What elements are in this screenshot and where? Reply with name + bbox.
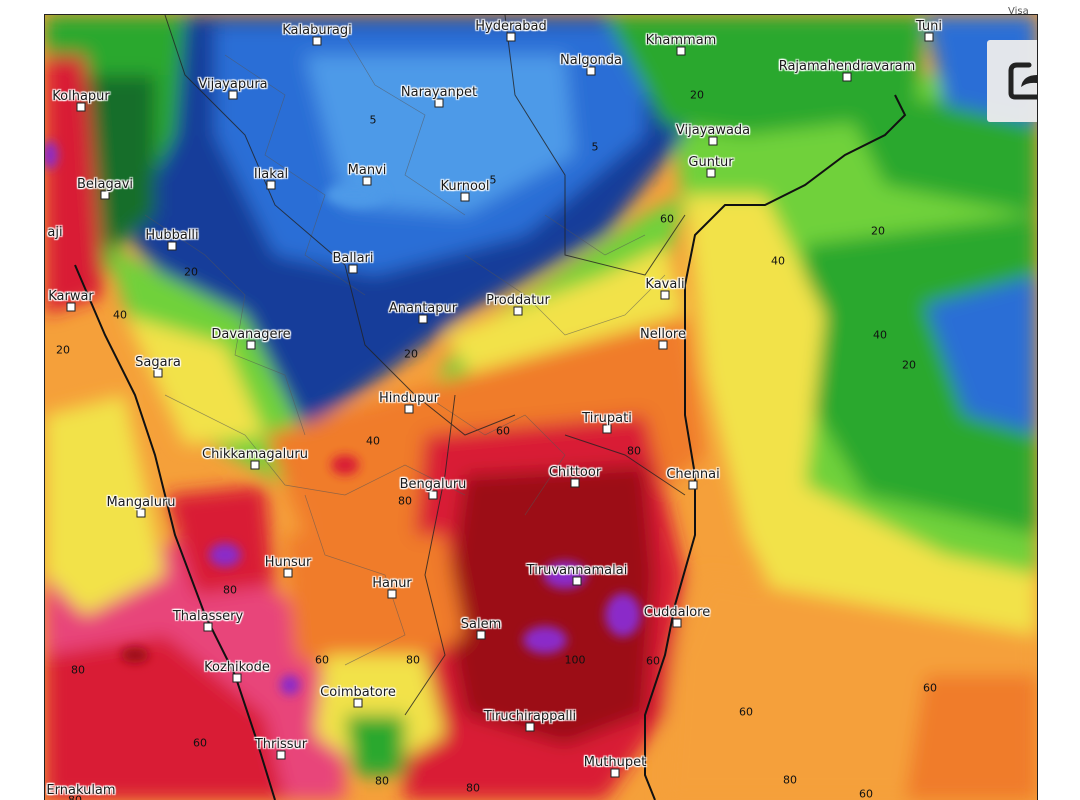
- city-label: Kavali: [645, 277, 684, 292]
- contour-value-label: 60: [646, 655, 660, 668]
- contour-value-label: 80: [627, 445, 641, 458]
- city-label: Belagavi: [77, 177, 133, 192]
- city-label: Kozhikode: [204, 660, 270, 675]
- city-label: Ilakal: [254, 167, 288, 182]
- contour-value-label: 80: [223, 584, 237, 597]
- city-label: Sagara: [135, 355, 181, 370]
- contour-value-label: 60: [496, 425, 510, 438]
- city-label: Rajamahendravaram: [779, 59, 916, 74]
- contour-value-label: 60: [193, 737, 207, 750]
- precipitation-heatmap: [45, 15, 1037, 800]
- city-label: Kalaburagi: [282, 23, 352, 38]
- city-label: Tirupati: [582, 411, 632, 426]
- city-label: Tiruvannamalai: [527, 563, 628, 578]
- contour-value-label: 20: [690, 89, 704, 102]
- contour-value-label: 40: [873, 329, 887, 342]
- city-label: Hubballi: [145, 228, 198, 243]
- contour-value-label: 40: [366, 435, 380, 448]
- contour-value-label: 40: [113, 309, 127, 322]
- city-label: Chennai: [666, 467, 719, 482]
- city-label: Muthupet: [584, 755, 646, 770]
- city-label: Tiruchirappalli: [484, 709, 576, 724]
- city-label: Hunsur: [265, 555, 312, 570]
- contour-value-label: 60: [859, 788, 873, 800]
- contour-value-label: 60: [660, 213, 674, 226]
- corner-partial-label: Visa: [1008, 6, 1029, 17]
- contour-value-label: 80: [398, 495, 412, 508]
- city-label: Thrissur: [255, 737, 307, 752]
- city-label: Hindupur: [379, 391, 439, 406]
- weather-map[interactable]: Hyderabad Kalaburagi Khammam Tuni Nalgonda Ra…: [44, 14, 1038, 800]
- contour-value-label: 80: [71, 664, 85, 677]
- contour-value-label: 100: [565, 654, 586, 667]
- city-label: Thalassery: [173, 609, 243, 624]
- contour-value-label: 60: [923, 682, 937, 695]
- city-label: Davanagere: [211, 327, 290, 342]
- partial-city-label: aji: [47, 225, 62, 240]
- contour-value-label: 80: [406, 654, 420, 667]
- city-label: Guntur: [688, 155, 733, 170]
- city-label: Chittoor: [549, 465, 601, 480]
- contour-value-label: 60: [315, 654, 329, 667]
- city-label: Tuni: [916, 19, 942, 34]
- contour-value-label: 5: [592, 141, 599, 154]
- city-label: Salem: [461, 617, 502, 632]
- city-label: Kurnool: [441, 179, 490, 194]
- city-label: Ballari: [332, 251, 373, 266]
- city-label: Nalgonda: [560, 53, 622, 68]
- city-label: Bengaluru: [400, 477, 467, 492]
- city-label: Hanur: [372, 576, 412, 591]
- city-label: Karwar: [48, 289, 94, 304]
- contour-value-label: 80: [783, 774, 797, 787]
- city-label: Narayanpet: [401, 85, 477, 100]
- contour-value-label: 80: [375, 775, 389, 788]
- city-label: Anantapur: [389, 301, 457, 316]
- city-label: Khammam: [646, 33, 717, 48]
- partial-city-label: Ernakulam: [46, 783, 115, 798]
- contour-value-label: 20: [56, 344, 70, 357]
- city-label: Coimbatore: [320, 685, 396, 700]
- city-label: Kolhapur: [52, 89, 109, 104]
- city-label: Hyderabad: [475, 19, 547, 34]
- city-label: Manvi: [348, 163, 387, 178]
- contour-value-label: 5: [370, 114, 377, 127]
- city-label: Chikkamagaluru: [202, 447, 308, 462]
- contour-value-label: 60: [739, 706, 753, 719]
- city-label: Mangaluru: [106, 495, 175, 510]
- city-label: Proddatur: [486, 293, 550, 308]
- contour-value-label: 20: [902, 359, 916, 372]
- city-label: Cuddalore: [644, 605, 710, 620]
- city-label: Vijayawada: [676, 123, 750, 138]
- city-label: Vijayapura: [198, 77, 267, 92]
- contour-value-label: 20: [871, 225, 885, 238]
- share-arrow-icon: [1005, 61, 1038, 101]
- city-label: Nellore: [640, 327, 686, 342]
- contour-value-label: 20: [404, 348, 418, 361]
- contour-value-label: 40: [771, 255, 785, 268]
- contour-value-label: 80: [466, 782, 480, 795]
- contour-value-label: 20: [184, 266, 198, 279]
- share-button[interactable]: [987, 40, 1038, 122]
- contour-value-label: 5: [490, 174, 497, 187]
